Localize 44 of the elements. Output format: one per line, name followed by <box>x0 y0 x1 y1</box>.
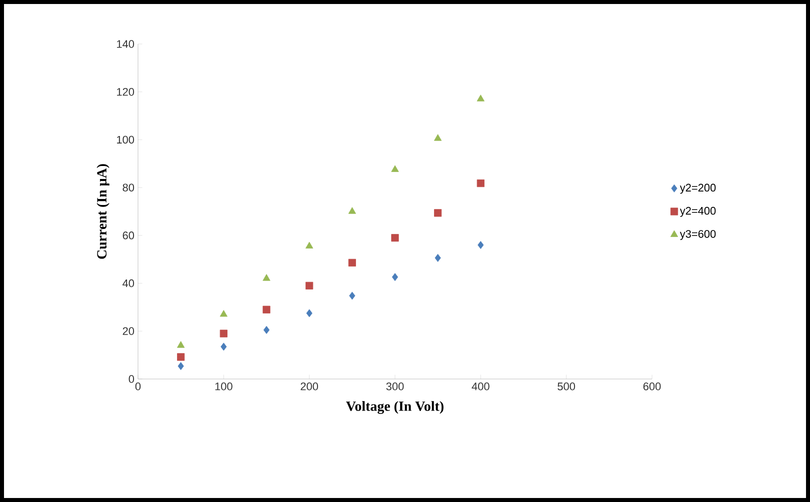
point <box>262 306 270 314</box>
x-tick-label: 600 <box>643 382 661 390</box>
point <box>349 292 356 300</box>
point <box>262 274 270 281</box>
point <box>476 94 484 102</box>
y-tick-label: 0 <box>128 375 134 383</box>
point <box>220 342 227 351</box>
legend-label: y2=400 <box>680 206 716 217</box>
point <box>263 326 270 334</box>
y-tick-label: 120 <box>117 88 134 96</box>
point <box>177 341 185 348</box>
x-axis-title: Voltage (In Volt) <box>346 401 444 414</box>
point <box>478 241 484 249</box>
legend-label: y3=600 <box>680 230 716 240</box>
x-tick-label: 100 <box>215 382 232 390</box>
point <box>434 209 442 217</box>
y-tick-label: 140 <box>117 40 134 48</box>
x-tick-label: 300 <box>386 382 404 390</box>
point <box>306 282 314 290</box>
point <box>392 273 398 282</box>
point <box>220 330 228 338</box>
point <box>306 309 312 318</box>
point <box>220 310 228 317</box>
x-tick-label: 400 <box>472 382 490 390</box>
x-tick-label: 200 <box>300 382 318 390</box>
point <box>476 179 484 188</box>
y-tick-label: 20 <box>122 327 134 336</box>
x-tick-label: 0 <box>135 382 141 390</box>
point <box>178 362 184 370</box>
point <box>391 234 399 242</box>
x-tick-label: 500 <box>558 382 576 390</box>
y-tick-label: 40 <box>122 279 134 288</box>
y-tick-label: 60 <box>122 232 134 240</box>
point <box>391 165 399 172</box>
point <box>306 242 314 248</box>
y-tick-label: 80 <box>122 184 134 192</box>
y-tick-label: 100 <box>117 136 134 144</box>
point <box>434 254 441 262</box>
point <box>348 258 356 266</box>
point <box>348 207 356 214</box>
point <box>434 134 442 141</box>
y-axis-title: Current (In μA) <box>96 164 110 259</box>
point <box>177 353 185 361</box>
legend-label: y2=200 <box>680 184 716 194</box>
